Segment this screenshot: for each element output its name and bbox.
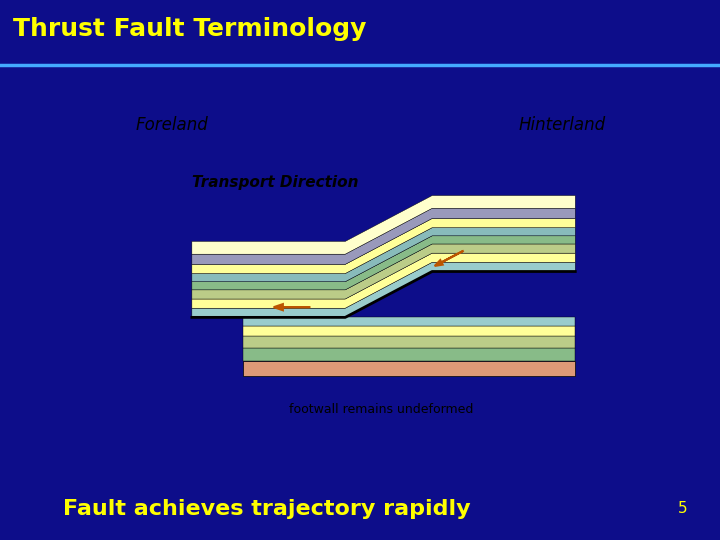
Text: Hinterland: Hinterland	[519, 116, 606, 134]
Polygon shape	[192, 253, 575, 308]
Polygon shape	[243, 318, 575, 326]
Polygon shape	[192, 219, 575, 274]
Text: Thrust Fault Terminology: Thrust Fault Terminology	[13, 17, 366, 42]
Text: Transport Direction: Transport Direction	[192, 175, 359, 190]
Polygon shape	[243, 348, 575, 361]
Text: Fault achieves trajectory rapidly: Fault achieves trajectory rapidly	[63, 499, 470, 519]
FancyArrow shape	[435, 251, 463, 266]
FancyArrow shape	[274, 304, 310, 310]
Polygon shape	[192, 244, 575, 299]
Polygon shape	[192, 195, 575, 254]
Text: Foreland: Foreland	[135, 116, 208, 134]
Polygon shape	[243, 326, 575, 336]
Polygon shape	[192, 208, 575, 265]
Text: footwall remains undeformed: footwall remains undeformed	[289, 403, 473, 416]
Polygon shape	[243, 361, 575, 376]
Polygon shape	[192, 236, 575, 290]
Polygon shape	[192, 262, 575, 318]
Polygon shape	[192, 228, 575, 282]
Polygon shape	[243, 336, 575, 348]
Text: 5: 5	[678, 502, 688, 516]
